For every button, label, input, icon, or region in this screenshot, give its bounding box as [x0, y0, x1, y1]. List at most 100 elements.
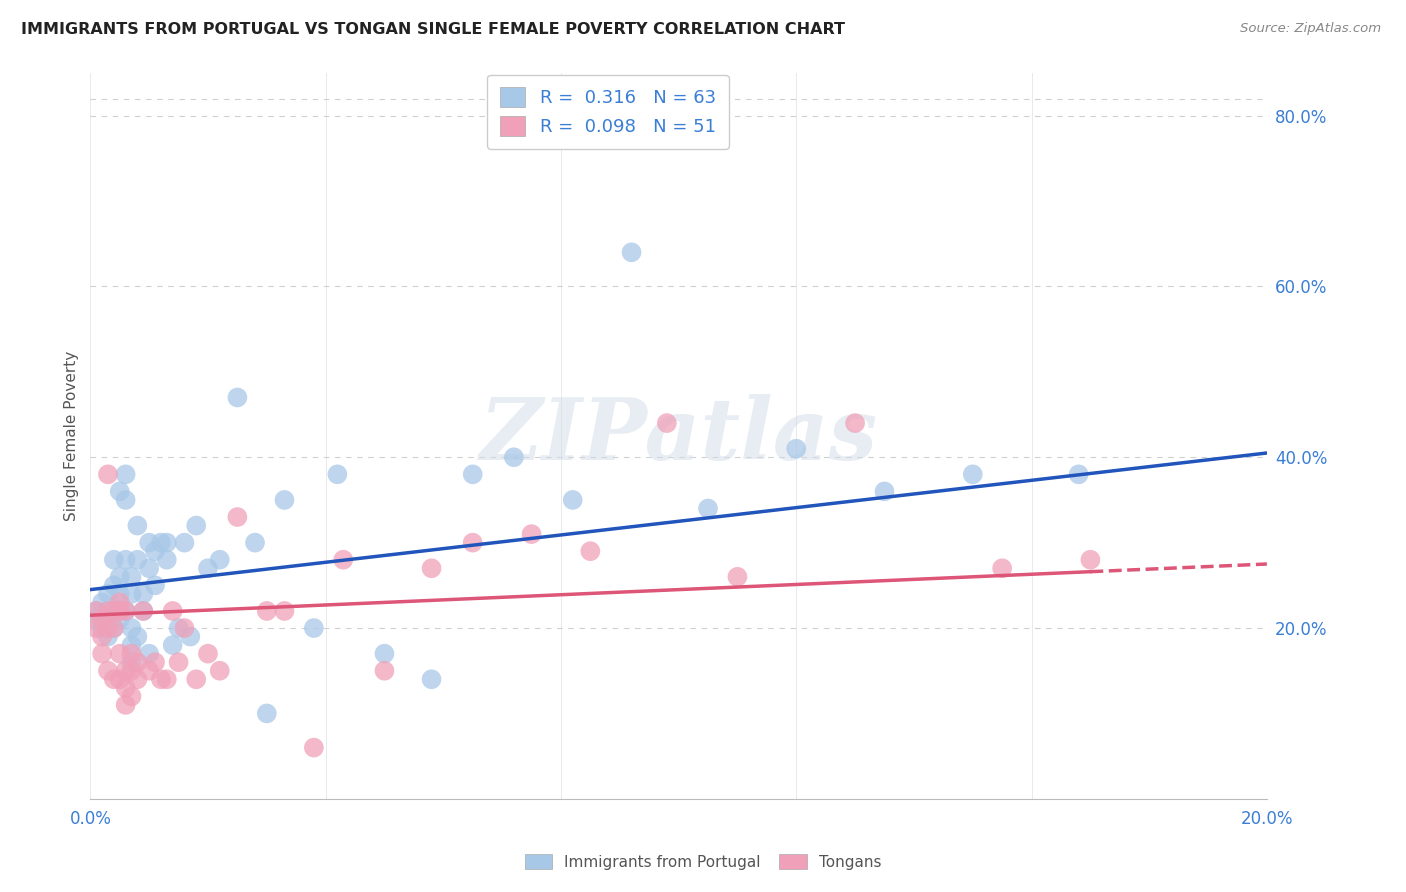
Point: [138, 561, 160, 575]
Point: [143, 655, 166, 669]
Point: [243, 535, 266, 549]
Point: [108, 587, 131, 601]
Point: [156, 673, 179, 687]
Point: [167, 621, 190, 635]
Point: [138, 664, 160, 678]
Point: [785, 442, 807, 456]
Point: [103, 578, 125, 592]
Point: [127, 518, 149, 533]
Point: [256, 706, 278, 721]
Point: [103, 604, 125, 618]
Point: [273, 492, 295, 507]
Point: [121, 570, 143, 584]
Point: [461, 535, 484, 549]
Point: [520, 527, 543, 541]
Point: [420, 673, 443, 687]
Point: [373, 664, 395, 678]
Point: [620, 245, 643, 260]
Point: [132, 587, 155, 601]
Point: [114, 467, 136, 482]
Point: [97, 604, 120, 618]
Point: [121, 638, 143, 652]
Point: [91, 630, 114, 644]
Point: [114, 604, 136, 618]
Point: [873, 484, 896, 499]
Point: [127, 673, 149, 687]
Point: [91, 595, 114, 609]
Point: [326, 467, 349, 482]
Point: [97, 630, 120, 644]
Point: [84, 613, 107, 627]
Point: [97, 664, 120, 678]
Point: [121, 690, 143, 704]
Point: [121, 664, 143, 678]
Point: [143, 544, 166, 558]
Point: [844, 416, 866, 430]
Point: [962, 467, 984, 482]
Point: [103, 621, 125, 635]
Point: [84, 604, 107, 618]
Point: [725, 570, 748, 584]
Point: [186, 518, 208, 533]
Point: [108, 673, 131, 687]
Point: [273, 604, 295, 618]
Point: [84, 604, 107, 618]
Point: [114, 664, 136, 678]
Point: [173, 621, 195, 635]
Point: [91, 621, 114, 635]
Point: [108, 604, 131, 618]
Point: [127, 630, 149, 644]
Point: [156, 535, 179, 549]
Point: [132, 604, 155, 618]
Point: [103, 673, 125, 687]
Point: [420, 561, 443, 575]
Point: [108, 604, 131, 618]
Point: [103, 604, 125, 618]
Point: [114, 681, 136, 695]
Point: [149, 673, 172, 687]
Point: [302, 740, 325, 755]
Point: [108, 595, 131, 609]
Point: [97, 467, 120, 482]
Point: [103, 552, 125, 566]
Text: Source: ZipAtlas.com: Source: ZipAtlas.com: [1240, 22, 1381, 36]
Point: [108, 570, 131, 584]
Point: [179, 630, 201, 644]
Point: [121, 587, 143, 601]
Point: [114, 492, 136, 507]
Point: [1067, 467, 1090, 482]
Point: [108, 647, 131, 661]
Point: [108, 613, 131, 627]
Point: [561, 492, 583, 507]
Point: [197, 647, 219, 661]
Point: [121, 647, 143, 661]
Point: [143, 578, 166, 592]
Point: [373, 647, 395, 661]
Point: [91, 613, 114, 627]
Text: IMMIGRANTS FROM PORTUGAL VS TONGAN SINGLE FEMALE POVERTY CORRELATION CHART: IMMIGRANTS FROM PORTUGAL VS TONGAN SINGL…: [21, 22, 845, 37]
Point: [226, 510, 249, 524]
Point: [302, 621, 325, 635]
Point: [114, 698, 136, 712]
Legend: R =  0.316   N = 63, R =  0.098   N = 51: R = 0.316 N = 63, R = 0.098 N = 51: [488, 75, 728, 149]
Point: [208, 664, 231, 678]
Point: [208, 552, 231, 566]
Point: [197, 561, 219, 575]
Point: [502, 450, 524, 465]
Point: [84, 621, 107, 635]
Point: [697, 501, 720, 516]
Point: [186, 673, 208, 687]
Point: [114, 604, 136, 618]
Point: [97, 587, 120, 601]
Point: [114, 552, 136, 566]
Point: [97, 613, 120, 627]
Point: [108, 484, 131, 499]
Point: [173, 535, 195, 549]
Point: [156, 552, 179, 566]
Point: [256, 604, 278, 618]
Point: [97, 621, 120, 635]
Legend: Immigrants from Portugal, Tongans: Immigrants from Portugal, Tongans: [517, 846, 889, 877]
Point: [132, 604, 155, 618]
Point: [162, 604, 184, 618]
Point: [579, 544, 602, 558]
